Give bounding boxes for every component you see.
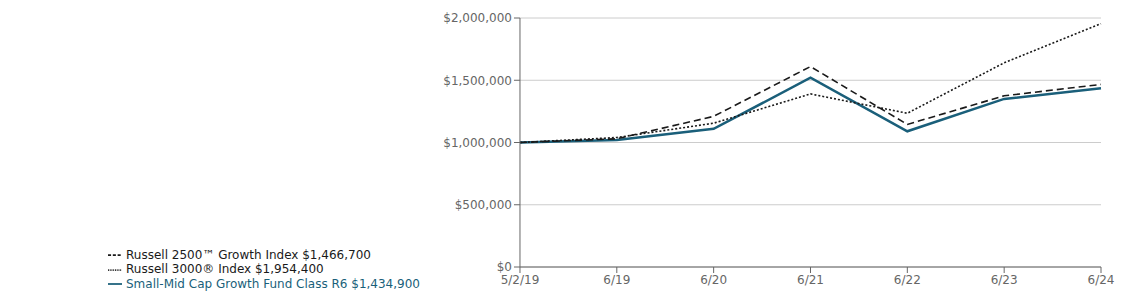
html-text:Russell 2500™ Growth Index $1,: Russell 2500™ Growth Index $1,466,700 bbox=[126, 247, 371, 262]
svg-text:6/22: 6/22 bbox=[894, 273, 921, 287]
svg-text:5/2/19: 5/2/19 bbox=[501, 273, 540, 287]
svg-text:6/20: 6/20 bbox=[700, 273, 727, 287]
svg-text:$500,000: $500,000 bbox=[455, 198, 512, 212]
svg-text:$1,000,000: $1,000,000 bbox=[443, 136, 512, 150]
svg-text:6/23: 6/23 bbox=[991, 273, 1018, 287]
svg-text:6/24: 6/24 bbox=[1088, 273, 1115, 287]
html-text:Small-Mid Cap Growth Fund Clas: Small-Mid Cap Growth Fund Class R6 $1,43… bbox=[126, 276, 420, 291]
svg-text:$0: $0 bbox=[497, 260, 512, 274]
svg-text:$1,500,000: $1,500,000 bbox=[443, 74, 512, 88]
html-text:Russell 3000® Index $1,954,400: Russell 3000® Index $1,954,400 bbox=[126, 262, 324, 276]
svg-text:$2,000,000: $2,000,000 bbox=[443, 11, 512, 25]
svg-text:6/21: 6/21 bbox=[797, 273, 824, 287]
svg-text:6/19: 6/19 bbox=[603, 273, 630, 287]
